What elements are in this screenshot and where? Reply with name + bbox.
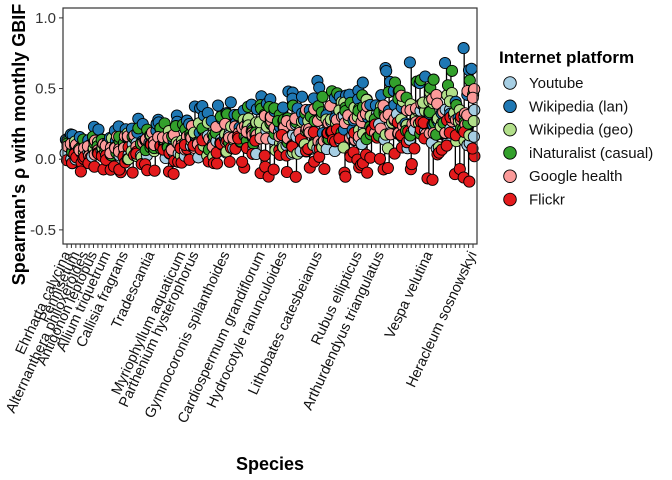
- data-point: [167, 167, 180, 180]
- data-point: [438, 56, 452, 70]
- data-point: [211, 99, 225, 112]
- legend-label: iNaturalist (casual): [529, 145, 653, 162]
- data-point: [74, 165, 87, 178]
- data-point: [408, 142, 421, 155]
- data-point: [403, 56, 416, 69]
- data-point: [361, 166, 374, 179]
- data-point: [316, 90, 329, 103]
- x-axis: Ehrharta calycinaPennisetumAlternanthera…: [3, 244, 481, 426]
- data-point: [339, 170, 352, 183]
- legend-key: [503, 122, 517, 137]
- data-point: [267, 163, 280, 176]
- data-point: [427, 73, 440, 86]
- data-point: [295, 90, 309, 103]
- data-point: [289, 170, 302, 183]
- data-point: [463, 175, 476, 188]
- legend-key: [503, 76, 517, 90]
- legend-label: Flickr: [529, 192, 565, 209]
- legend-key: [503, 99, 517, 114]
- data-point: [223, 155, 236, 168]
- data-point: [466, 91, 479, 104]
- data-point: [92, 123, 105, 136]
- data-point: [224, 96, 237, 109]
- legend-key: [503, 192, 517, 207]
- data-point: [465, 62, 478, 75]
- data-point: [210, 157, 224, 170]
- x-axis-title: Species: [236, 454, 304, 474]
- plot-area: [59, 42, 481, 188]
- legend-label: Wikipedia (lan): [529, 98, 628, 115]
- legend-label: Youtube: [529, 75, 584, 92]
- data-point: [467, 130, 480, 143]
- y-tick-label: 0.0: [35, 151, 56, 168]
- data-point: [318, 162, 331, 176]
- data-point: [148, 164, 161, 177]
- data-point: [373, 152, 387, 165]
- data-point: [126, 166, 139, 179]
- data-point: [467, 115, 480, 128]
- data-point: [468, 103, 481, 117]
- y-axis: -0.5 0.0 0.5 1.0: [30, 10, 63, 239]
- data-point: [258, 149, 271, 162]
- data-point: [381, 161, 394, 175]
- legend-label: Wikipedia (geo): [529, 122, 633, 139]
- data-point: [277, 101, 290, 114]
- y-tick-label: -0.5: [30, 222, 56, 239]
- legend-key: [503, 169, 517, 183]
- data-point: [466, 142, 479, 155]
- data-point: [457, 42, 470, 55]
- data-point: [356, 76, 369, 89]
- legend-key: [503, 146, 517, 160]
- data-point: [426, 173, 439, 186]
- data-point: [405, 158, 418, 171]
- y-tick-label: 1.0: [35, 10, 56, 27]
- data-point: [236, 155, 249, 168]
- data-point: [380, 64, 393, 78]
- y-tick-label: 0.5: [35, 81, 56, 98]
- data-point: [445, 64, 459, 77]
- y-axis-title: Spearman's ρ with monthly GBIF obs: [9, 0, 29, 285]
- legend: Internet platform Youtube Wikipedia (lan)…: [499, 48, 653, 209]
- legend-label: Google health: [529, 168, 622, 185]
- legend-title: Internet platform: [499, 48, 634, 67]
